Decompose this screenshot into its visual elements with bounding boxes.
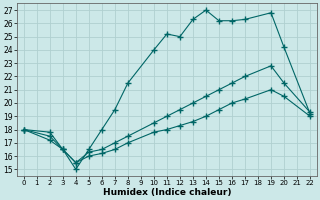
X-axis label: Humidex (Indice chaleur): Humidex (Indice chaleur) — [103, 188, 231, 197]
